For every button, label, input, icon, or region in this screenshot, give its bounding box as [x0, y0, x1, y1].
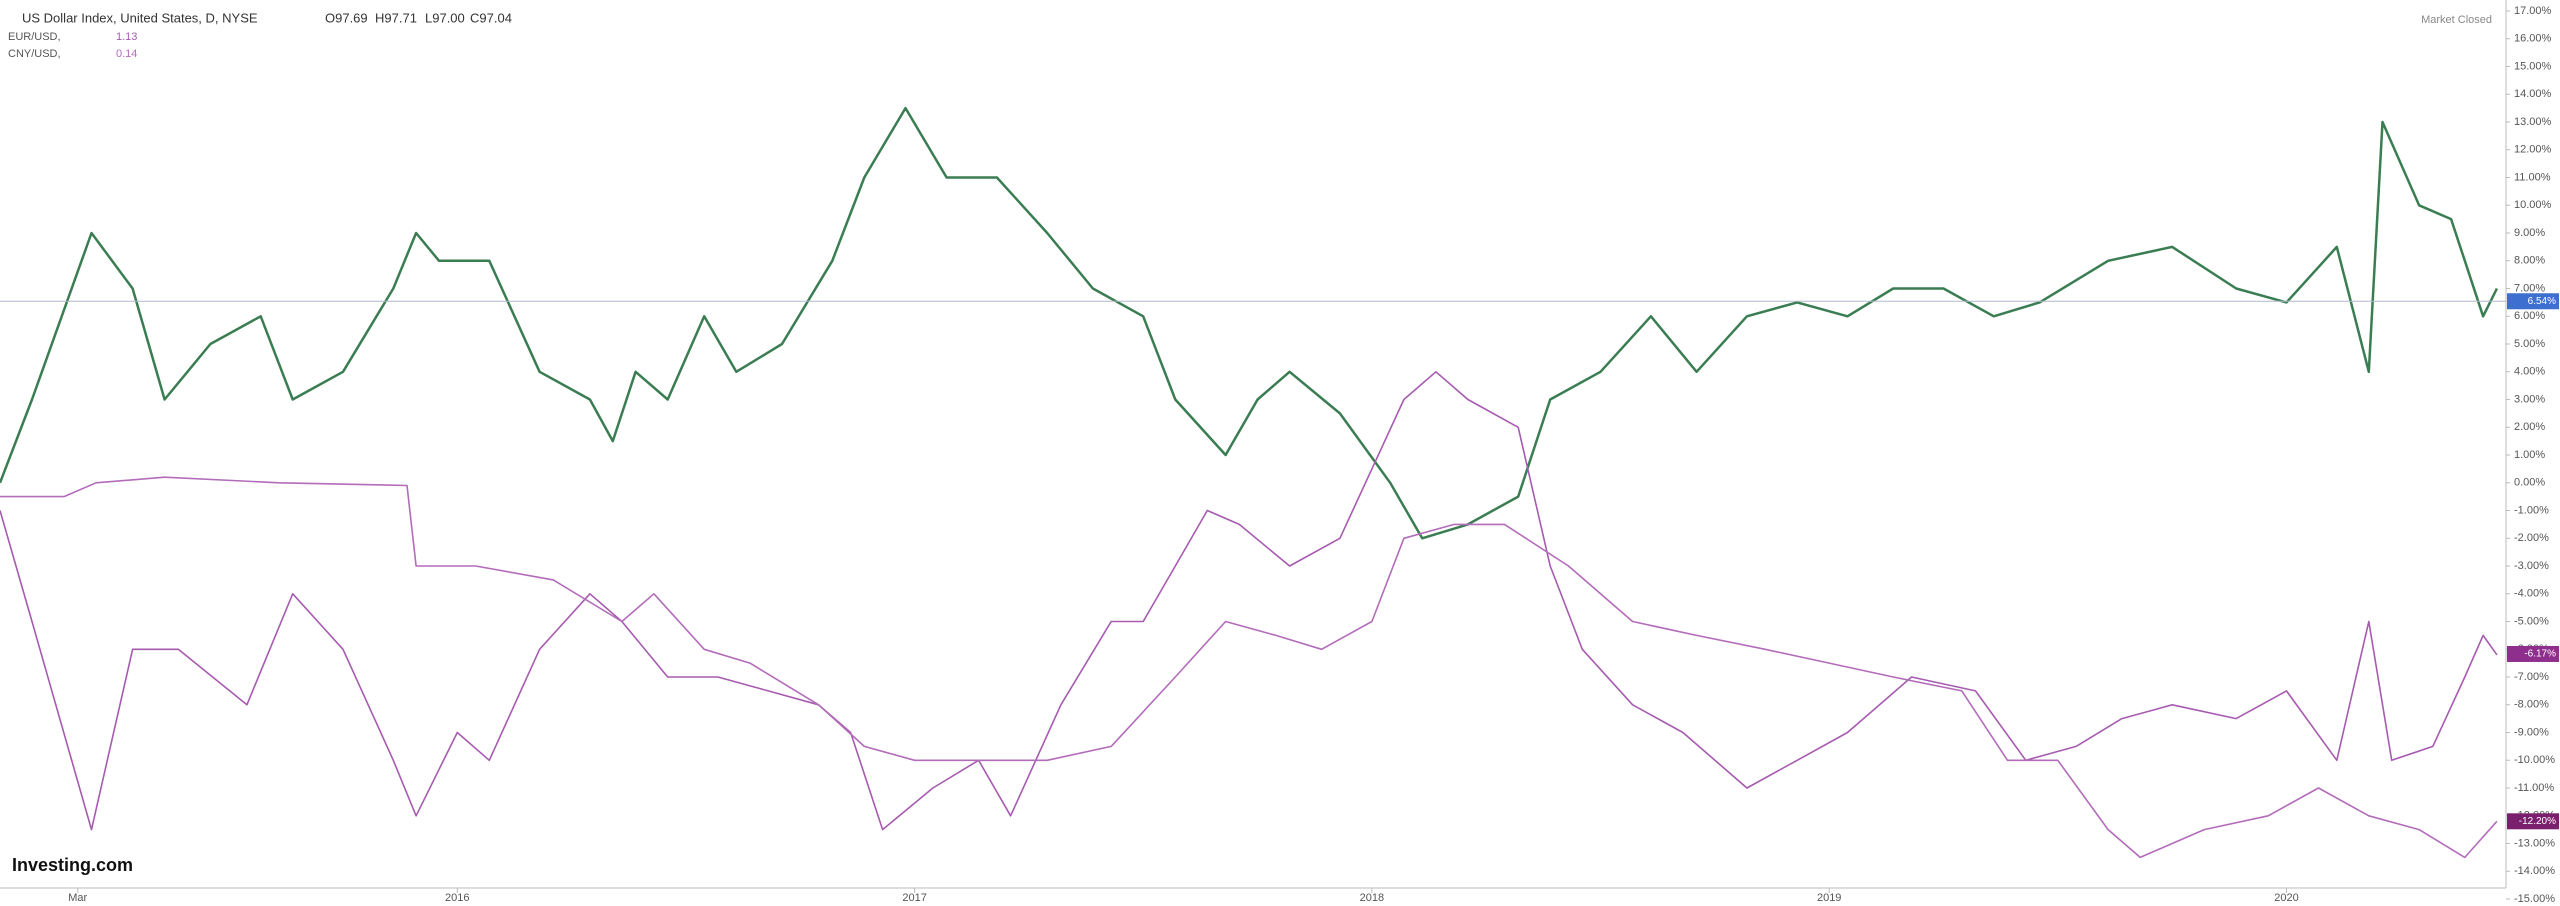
y-tick-label: -2.00%	[2514, 532, 2549, 544]
y-tick-label: 9.00%	[2514, 227, 2545, 239]
y-tick-label: 5.00%	[2514, 338, 2545, 350]
y-tick-label: -14.00%	[2514, 865, 2555, 877]
y-tick-label: -10.00%	[2514, 754, 2555, 766]
legend-value: 1.13	[116, 31, 137, 43]
y-tick-label: 3.00%	[2514, 393, 2545, 405]
price-tag-label: 6.54%	[2528, 296, 2556, 307]
y-tick-label: 10.00%	[2514, 199, 2552, 211]
price-tag	[2507, 813, 2559, 830]
series-line	[0, 371, 2498, 831]
legend-name: CNY/USD,	[8, 48, 61, 60]
y-tick-label: -8.00%	[2514, 699, 2549, 711]
y-tick-label: 13.00%	[2514, 116, 2552, 128]
y-tick-label: 2.00%	[2514, 421, 2545, 433]
y-tick-label: 16.00%	[2514, 33, 2552, 45]
y-tick-label: 11.00%	[2514, 171, 2551, 183]
y-tick-label: 0.00%	[2514, 477, 2545, 489]
ohlc-high: H97.71	[375, 10, 417, 25]
series-line	[0, 476, 2498, 859]
y-tick-label: 6.00%	[2514, 310, 2545, 322]
y-tick-label: -9.00%	[2514, 726, 2549, 738]
x-tick-label: 2018	[1360, 892, 1384, 904]
y-tick-label: -11.00%	[2514, 782, 2554, 794]
y-tick-label: -4.00%	[2514, 588, 2549, 600]
price-tag	[2507, 645, 2559, 662]
x-tick-label: 2020	[2274, 892, 2298, 904]
series-line	[0, 106, 2499, 540]
y-tick-label: 7.00%	[2514, 282, 2545, 294]
legend-value: 0.14	[116, 48, 137, 60]
y-tick-label: -13.00%	[2514, 837, 2555, 849]
y-tick-label: -3.00%	[2514, 560, 2549, 572]
y-tick-label: 15.00%	[2514, 60, 2552, 72]
series-title: US Dollar Index, United States, D, NYSE	[22, 10, 258, 25]
market-status: Market Closed	[2421, 14, 2492, 26]
legend-name: EUR/USD,	[8, 31, 61, 43]
y-tick-label: 12.00%	[2514, 144, 2552, 156]
ohlc-open: O97.69	[325, 10, 368, 25]
plot-area	[0, 106, 2499, 859]
y-tick-label: -7.00%	[2514, 671, 2549, 683]
y-tick-label: -5.00%	[2514, 615, 2549, 627]
ohlc-close: C97.04	[470, 10, 512, 25]
price-tag	[2507, 293, 2559, 310]
y-tick-label: 14.00%	[2514, 88, 2552, 100]
price-tag-label: -6.17%	[2524, 649, 2556, 660]
brand-logo: Investing.com	[12, 855, 133, 875]
y-tick-label: 17.00%	[2514, 5, 2552, 17]
y-tick-label: -15.00%	[2514, 893, 2555, 905]
ohlc-low: L97.00	[425, 10, 465, 25]
price-tag-label: -12.20%	[2519, 816, 2556, 827]
x-tick-label: 2016	[445, 892, 469, 904]
x-tick-label: 2019	[1817, 892, 1841, 904]
y-tick-label: -1.00%	[2514, 504, 2549, 516]
y-tick-label: 4.00%	[2514, 366, 2545, 378]
y-tick-label: 8.00%	[2514, 255, 2545, 267]
y-tick-label: 1.00%	[2514, 449, 2545, 461]
x-tick-label: 2017	[902, 892, 926, 904]
x-tick-label: Mar	[68, 892, 87, 904]
